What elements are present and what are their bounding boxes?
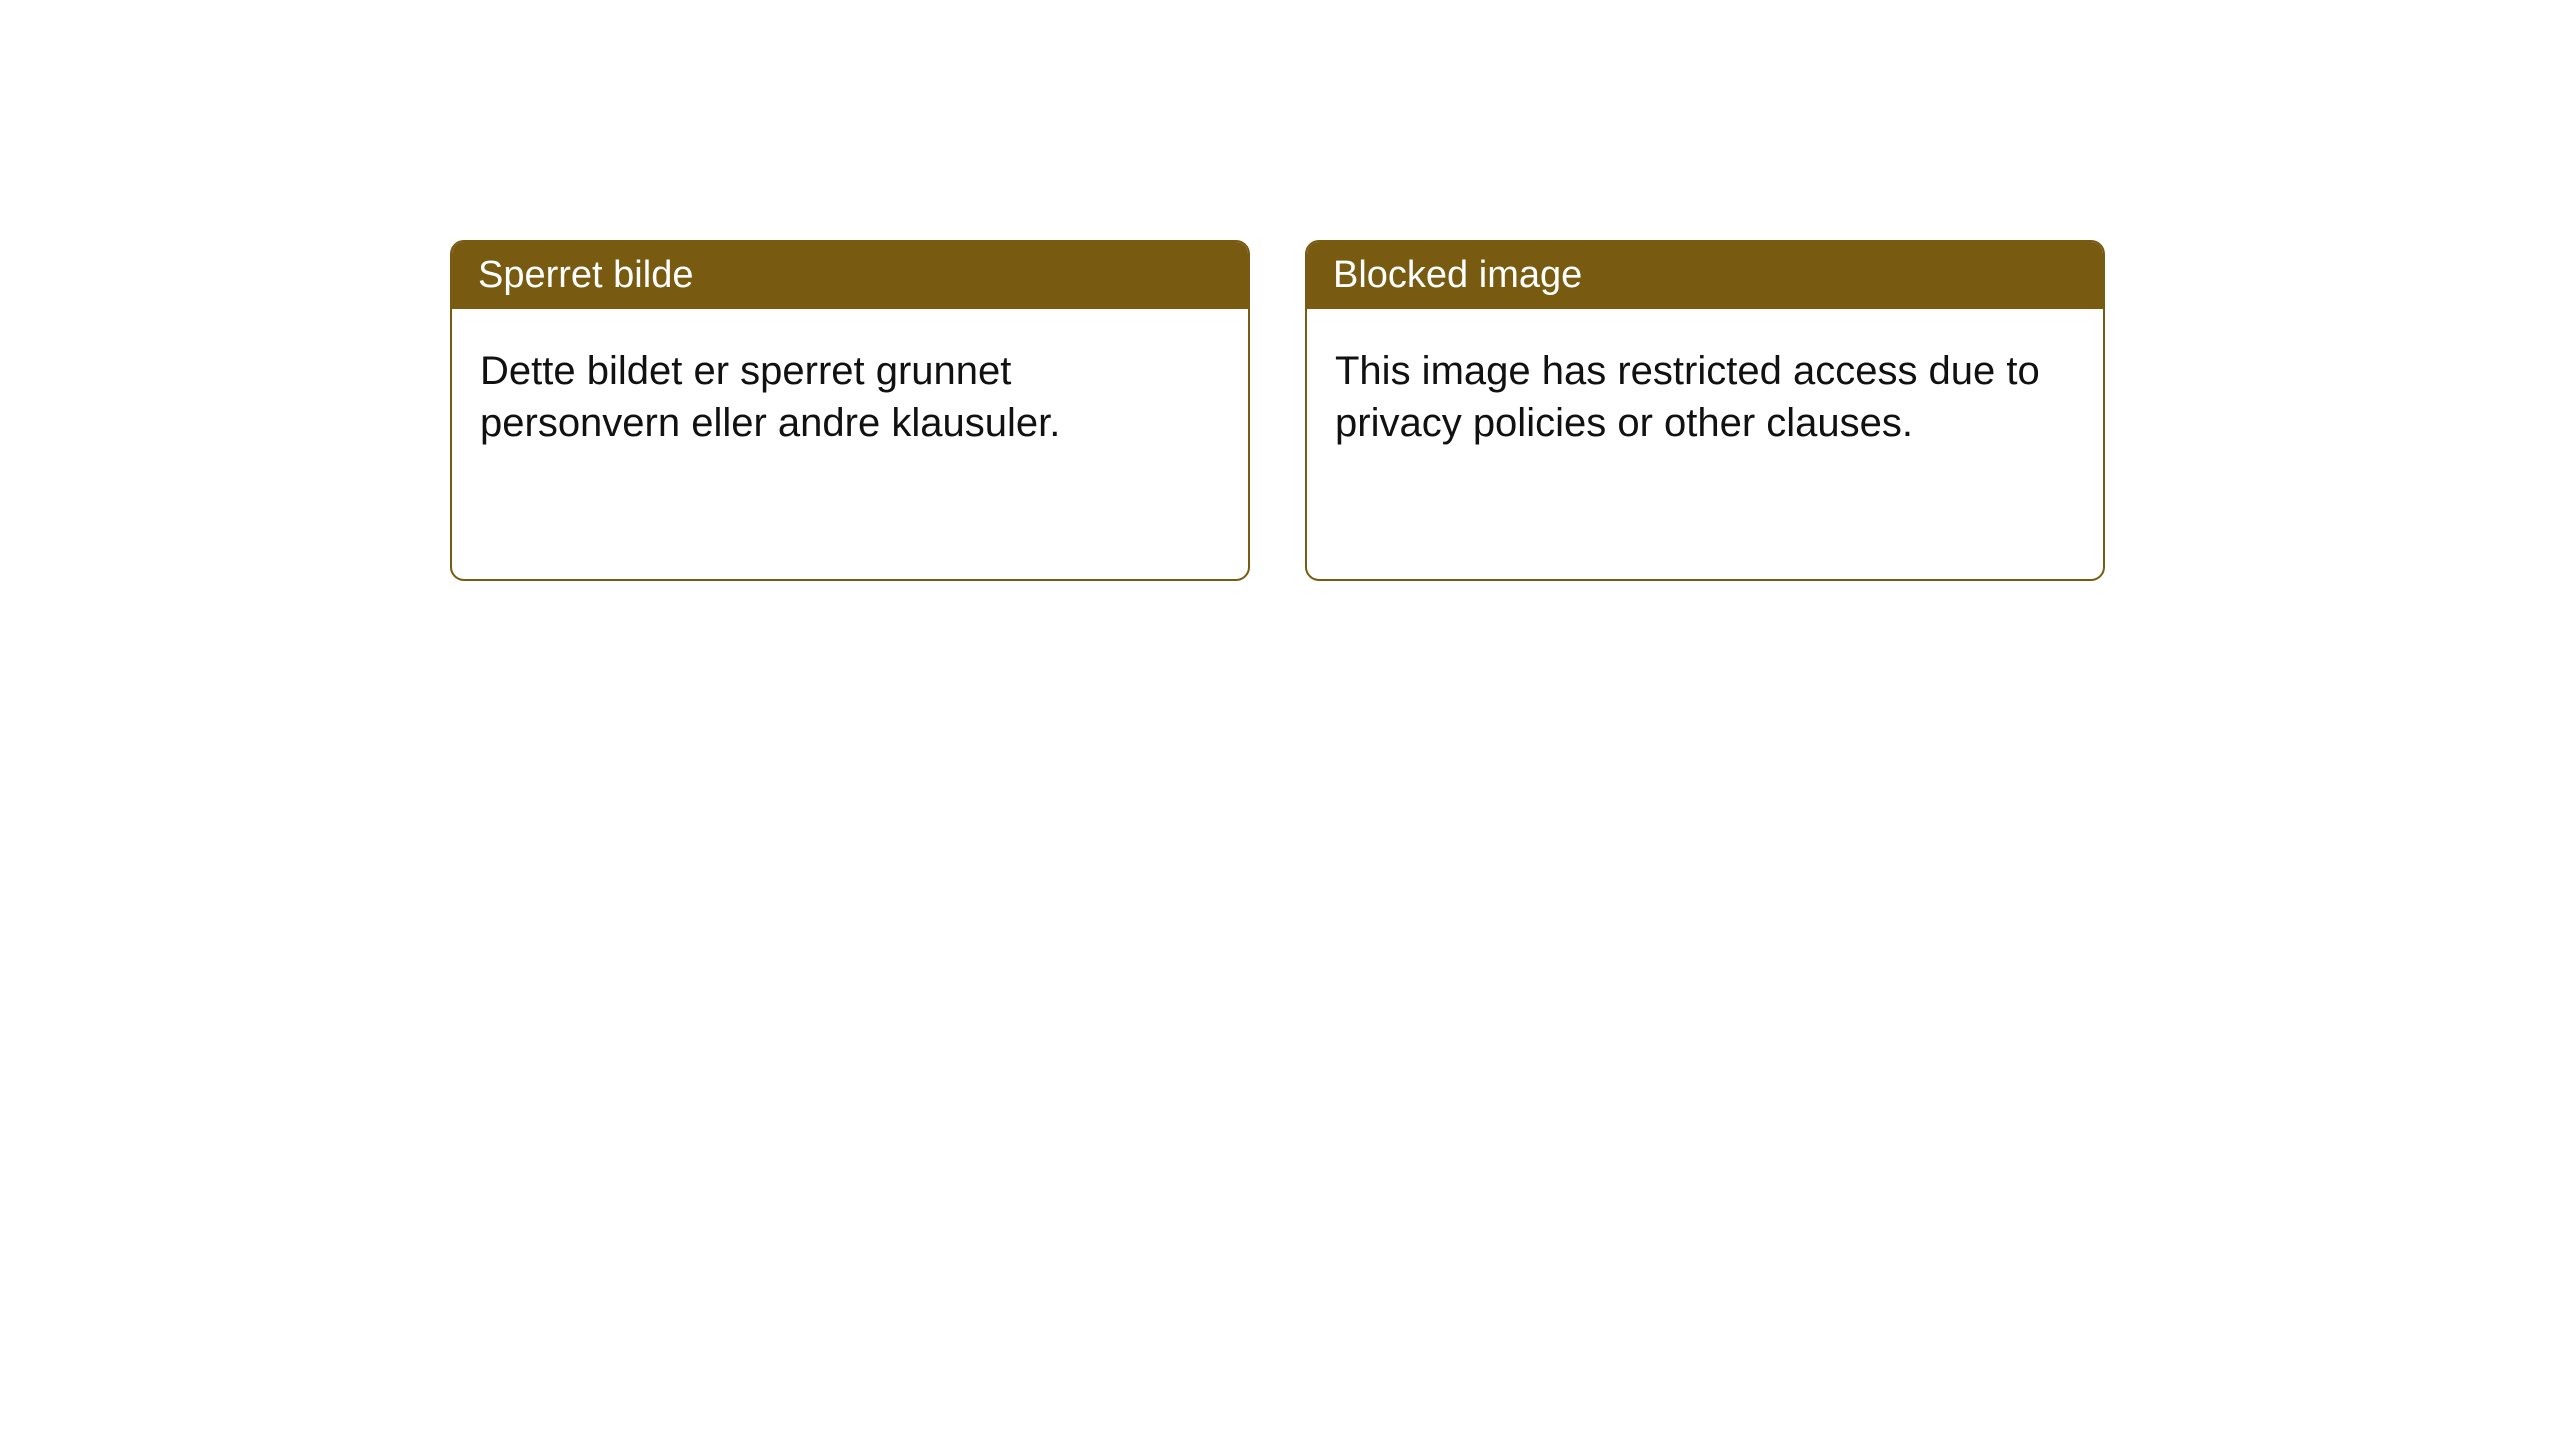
notice-card-english: Blocked image This image has restricted … [1305, 240, 2105, 581]
notice-title-text: Blocked image [1333, 254, 1582, 296]
notice-card-norwegian: Sperret bilde Dette bildet er sperret gr… [450, 240, 1250, 581]
notice-header: Blocked image [1307, 242, 2103, 309]
notice-body-text: This image has restricted access due to … [1335, 349, 2040, 445]
notice-body: Dette bildet er sperret grunnet personve… [452, 309, 1248, 579]
notice-container: Sperret bilde Dette bildet er sperret gr… [0, 0, 2560, 581]
notice-header: Sperret bilde [452, 242, 1248, 309]
notice-title-text: Sperret bilde [478, 254, 693, 296]
notice-body-text: Dette bildet er sperret grunnet personve… [480, 349, 1060, 445]
notice-body: This image has restricted access due to … [1307, 309, 2103, 579]
